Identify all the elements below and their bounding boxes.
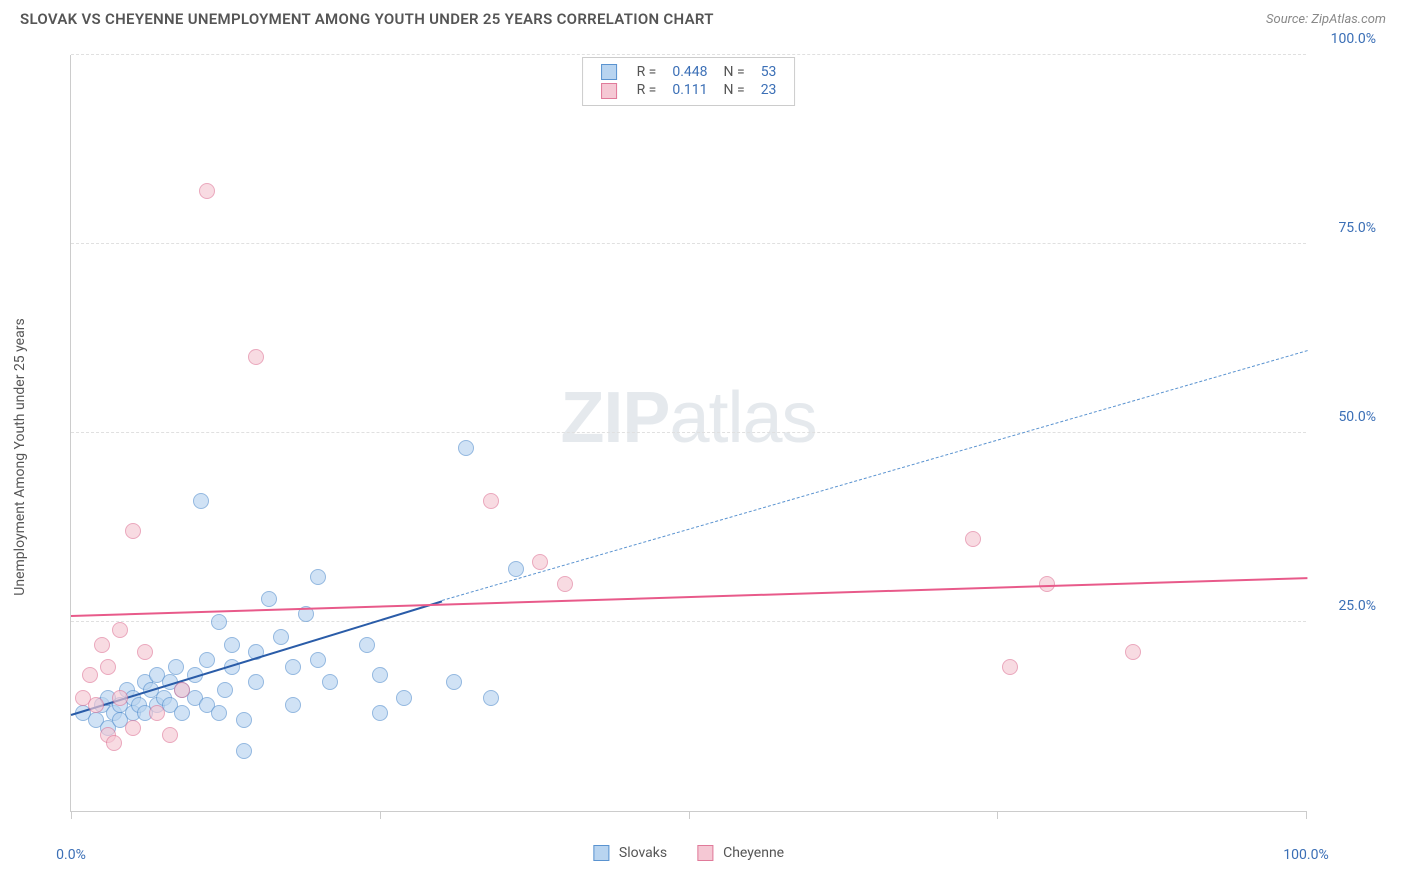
data-point: [557, 576, 573, 592]
correlation-legend: R =0.448N =53R =0.111N =23: [582, 57, 796, 106]
trend-line: [71, 577, 1307, 617]
data-point: [174, 682, 190, 698]
data-point: [310, 569, 326, 585]
legend-item: Slovaks: [593, 845, 667, 861]
x-axis-min-label: 0.0%: [56, 847, 86, 863]
data-point: [261, 591, 277, 607]
legend-label: Cheyenne: [723, 845, 784, 861]
n-label: N =: [716, 81, 753, 99]
data-point: [483, 690, 499, 706]
data-point: [236, 743, 252, 759]
data-point: [372, 667, 388, 683]
y-tick-label: 100.0%: [1316, 31, 1376, 47]
legend-swatch: [697, 845, 713, 861]
y-tick-label: 75.0%: [1316, 220, 1376, 236]
data-point: [100, 659, 116, 675]
watermark-zip: ZIP: [560, 378, 669, 458]
data-point: [211, 705, 227, 721]
data-point: [199, 652, 215, 668]
data-point: [224, 637, 240, 653]
chart-container: Unemployment Among Youth under 25 years …: [50, 55, 1386, 842]
data-point: [168, 659, 184, 675]
data-point: [1125, 644, 1141, 660]
data-point: [88, 697, 104, 713]
data-point: [248, 674, 264, 690]
watermark-atlas: atlas: [669, 378, 816, 458]
x-axis-max-label: 100.0%: [1283, 847, 1328, 863]
data-point: [310, 652, 326, 668]
data-point: [174, 705, 190, 721]
trend-line: [442, 350, 1307, 601]
r-label: R =: [629, 81, 665, 99]
data-point: [322, 674, 338, 690]
data-point: [162, 727, 178, 743]
data-point: [211, 614, 227, 630]
data-point: [285, 697, 301, 713]
plot-area: ZIPatlas R =0.448N =53R =0.111N =23 Slov…: [70, 55, 1306, 812]
data-point: [273, 629, 289, 645]
data-point: [372, 705, 388, 721]
data-point: [285, 659, 301, 675]
data-point: [112, 690, 128, 706]
y-axis-label: Unemployment Among Youth under 25 years: [12, 318, 28, 595]
data-point: [965, 531, 981, 547]
n-label: N =: [716, 63, 753, 81]
data-point: [483, 493, 499, 509]
x-tick: [1306, 811, 1307, 819]
data-point: [446, 674, 462, 690]
x-tick: [71, 811, 72, 819]
data-point: [137, 644, 153, 660]
data-point: [199, 183, 215, 199]
data-point: [1002, 659, 1018, 675]
legend-label: Slovaks: [619, 845, 667, 861]
data-point: [508, 561, 524, 577]
data-point: [359, 637, 375, 653]
legend-row: R =0.111N =23: [593, 81, 785, 99]
data-point: [532, 554, 548, 570]
data-point: [112, 622, 128, 638]
r-value: 0.111: [664, 81, 715, 99]
data-point: [94, 637, 110, 653]
gridline: [71, 432, 1306, 433]
x-tick: [997, 811, 998, 819]
gridline: [71, 243, 1306, 244]
r-label: R =: [629, 63, 665, 81]
data-point: [217, 682, 233, 698]
data-point: [248, 349, 264, 365]
data-point: [236, 712, 252, 728]
series-legend: Slovaks Cheyenne: [593, 845, 784, 861]
data-point: [149, 705, 165, 721]
legend-swatch: [601, 83, 617, 99]
y-tick-label: 25.0%: [1316, 598, 1376, 614]
data-point: [193, 493, 209, 509]
data-point: [106, 735, 122, 751]
n-value: 53: [753, 63, 785, 81]
legend-swatch: [593, 845, 609, 861]
chart-title: SLOVAK VS CHEYENNE UNEMPLOYMENT AMONG YO…: [20, 10, 714, 28]
watermark: ZIPatlas: [560, 377, 816, 459]
data-point: [458, 440, 474, 456]
legend-swatch: [601, 64, 617, 80]
source-attribution: Source: ZipAtlas.com: [1266, 12, 1386, 27]
data-point: [396, 690, 412, 706]
x-tick: [380, 811, 381, 819]
data-point: [125, 523, 141, 539]
gridline: [71, 54, 1306, 55]
legend-item: Cheyenne: [697, 845, 784, 861]
gridline: [71, 621, 1306, 622]
n-value: 23: [753, 81, 785, 99]
y-tick-label: 50.0%: [1316, 409, 1376, 425]
x-tick: [689, 811, 690, 819]
data-point: [125, 720, 141, 736]
legend-row: R =0.448N =53: [593, 63, 785, 81]
r-value: 0.448: [664, 63, 715, 81]
data-point: [82, 667, 98, 683]
